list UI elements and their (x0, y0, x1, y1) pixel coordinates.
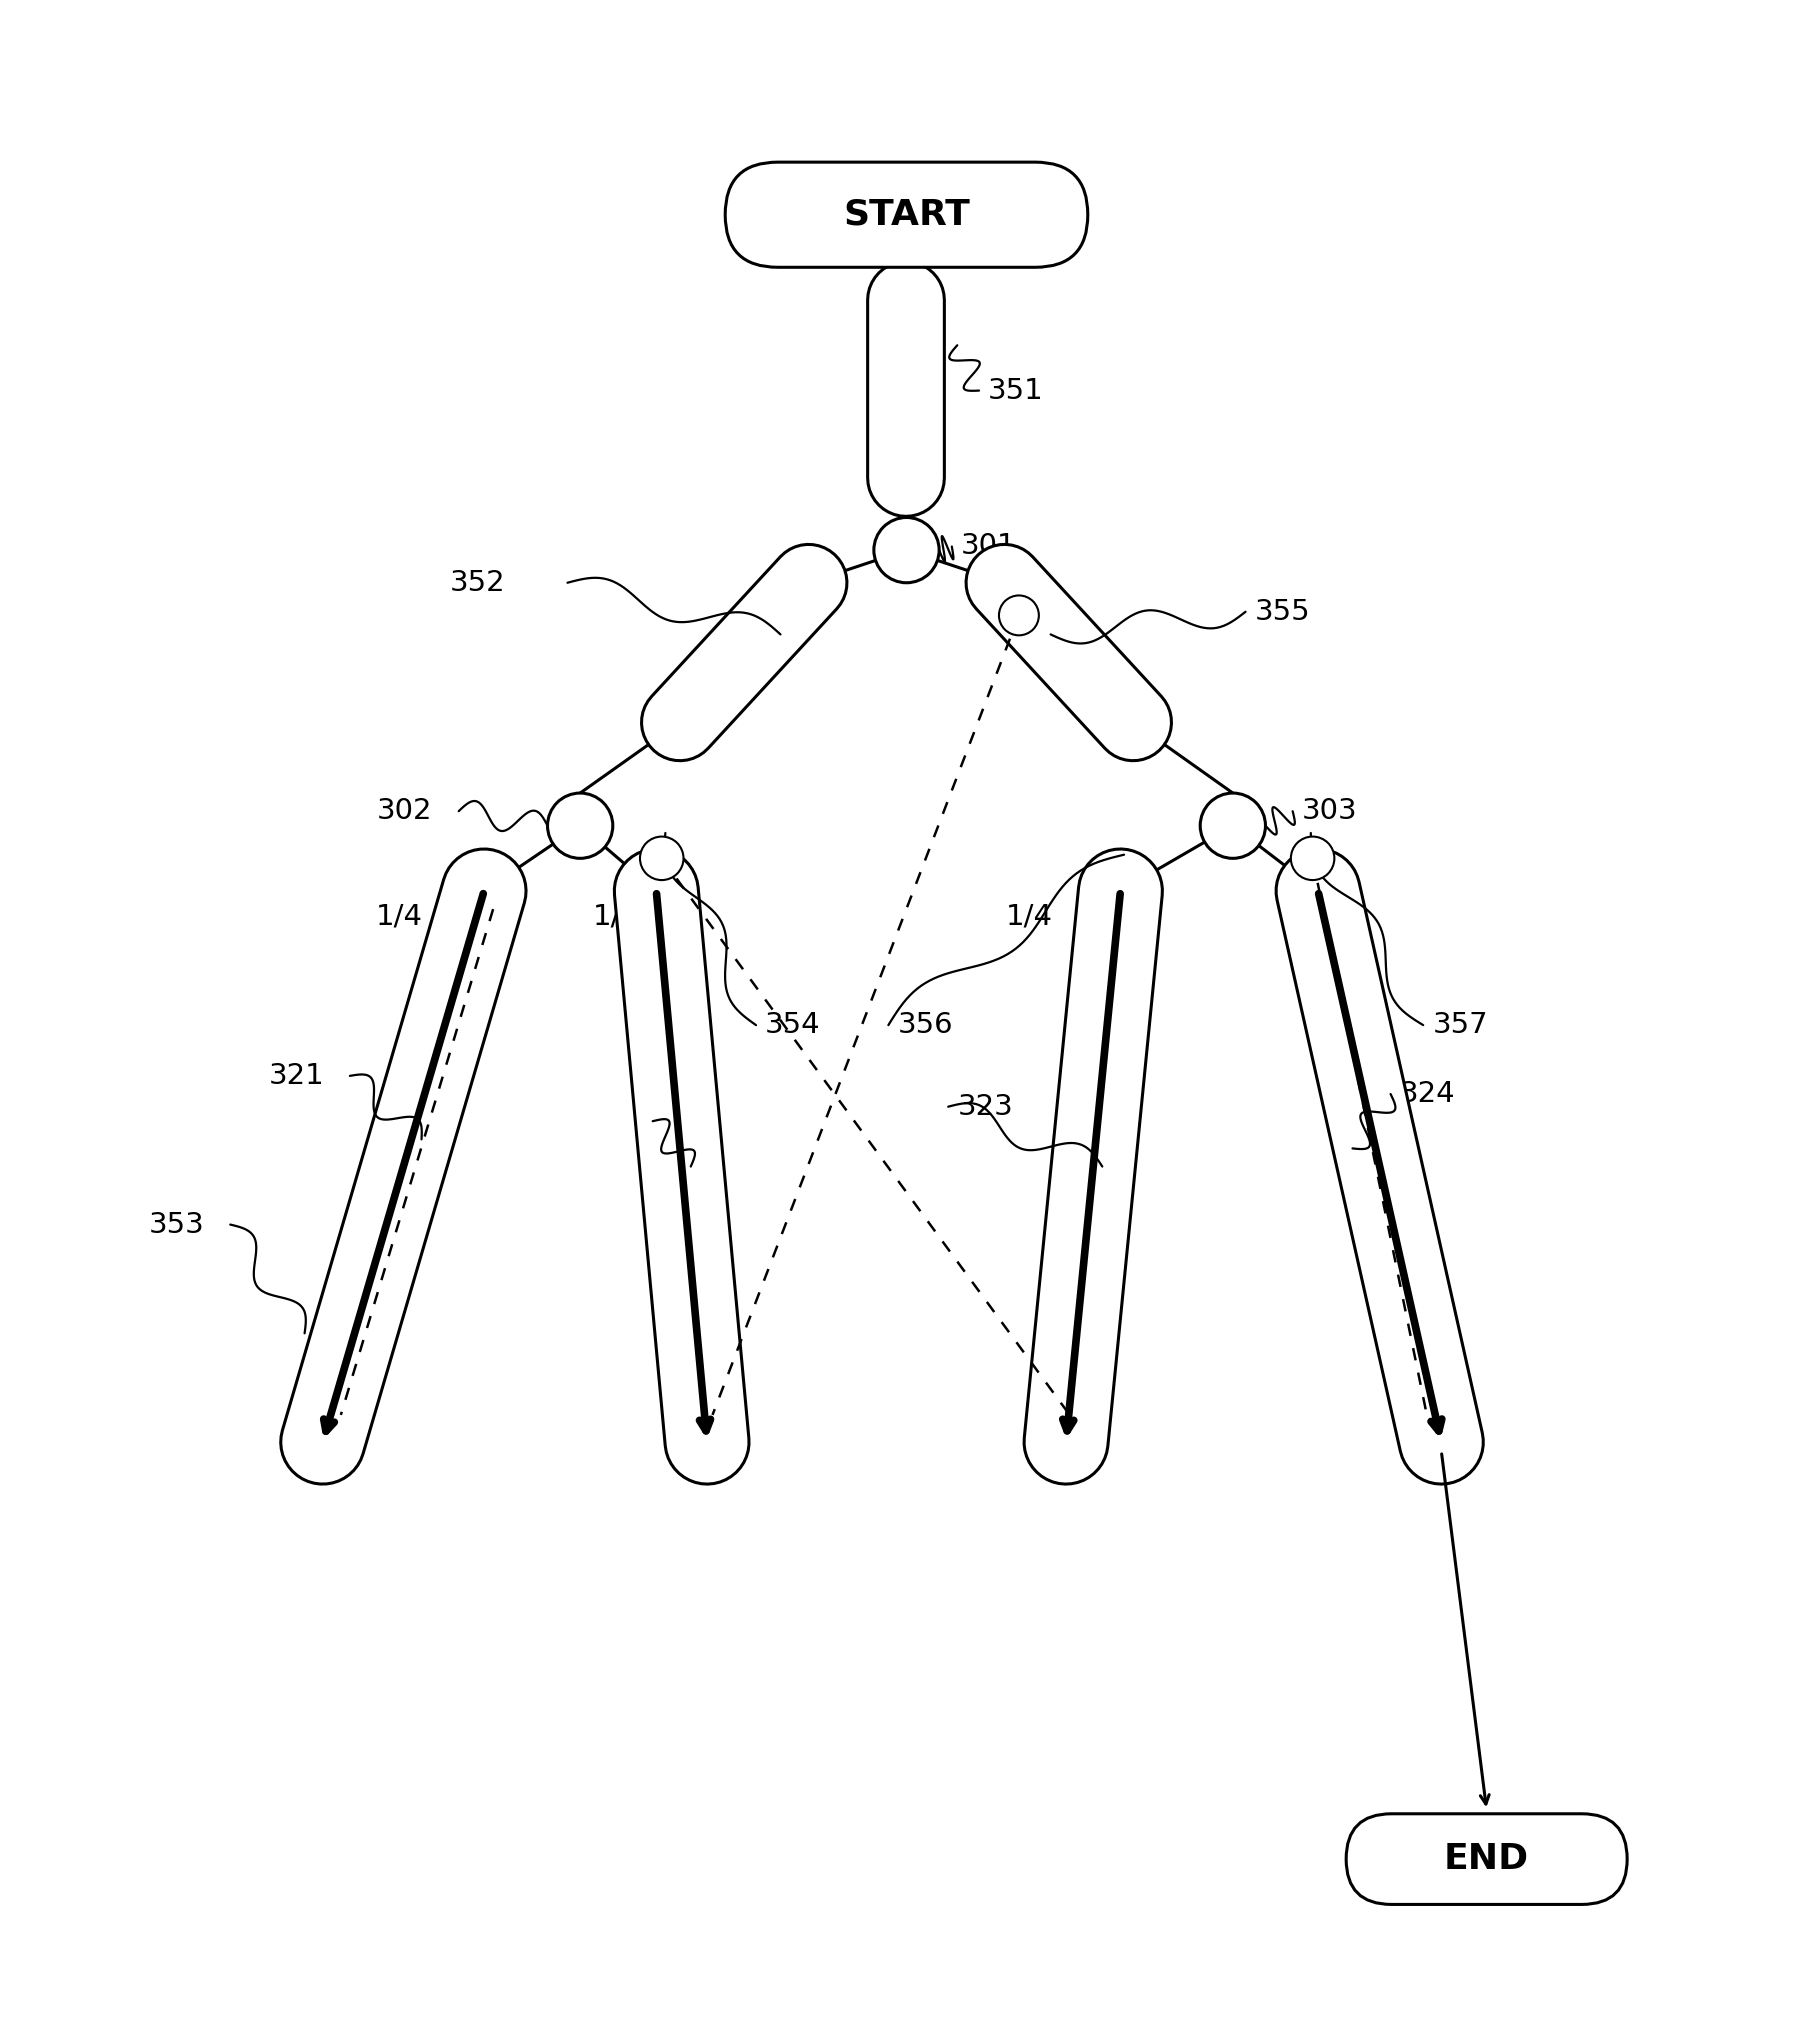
Text: 301: 301 (961, 533, 1017, 560)
Text: 302: 302 (377, 797, 433, 825)
Text: 356: 356 (897, 1011, 954, 1040)
Text: 1/4: 1/4 (375, 903, 422, 930)
Text: 323: 323 (957, 1093, 1013, 1122)
Circle shape (999, 595, 1039, 635)
Text: 303: 303 (1302, 797, 1358, 825)
Text: 352: 352 (450, 568, 506, 597)
Text: 322: 322 (662, 1107, 718, 1136)
Circle shape (640, 836, 684, 881)
Circle shape (1200, 793, 1265, 858)
Circle shape (548, 793, 613, 858)
Text: 357: 357 (1432, 1011, 1488, 1040)
FancyBboxPatch shape (725, 161, 1088, 268)
Text: END: END (1445, 1843, 1528, 1875)
FancyBboxPatch shape (1345, 1814, 1628, 1904)
Circle shape (1291, 836, 1334, 881)
Text: START: START (843, 198, 970, 231)
Circle shape (874, 517, 939, 582)
Text: 354: 354 (765, 1011, 821, 1040)
Text: 1/4: 1/4 (1006, 903, 1053, 930)
Text: 353: 353 (149, 1211, 205, 1238)
Text: 355: 355 (1255, 599, 1311, 625)
Text: 1/4: 1/4 (1282, 903, 1329, 930)
Text: 351: 351 (988, 376, 1044, 405)
Text: 1/4: 1/4 (593, 903, 640, 930)
Text: 324: 324 (1400, 1081, 1456, 1107)
Text: 321: 321 (268, 1062, 325, 1089)
